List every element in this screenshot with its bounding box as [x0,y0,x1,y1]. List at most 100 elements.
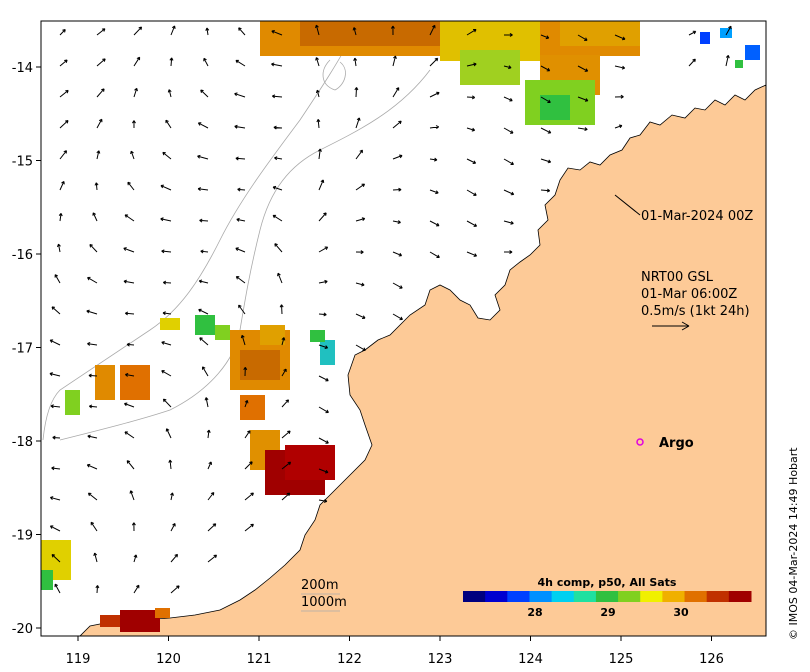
y-tick-label: -14 [12,61,33,76]
y-tick-label: -18 [12,435,33,450]
depth-label-200: 200m [301,578,338,593]
current-arrow-icon [204,397,209,408]
colorbar-segment [728,591,752,602]
current-arrow-icon [170,25,176,36]
current-arrow-icon [199,218,209,223]
x-tick-label: 120 [156,652,181,667]
info-line-product: NRT00 GSL [641,270,714,285]
current-arrow-icon [503,96,513,102]
current-arrow-icon [207,461,213,470]
current-arrow-icon [279,304,284,315]
current-arrow-icon [162,151,172,160]
current-arrow-icon [162,311,172,316]
current-arrow-icon [355,117,361,129]
colorbar-segment [463,591,486,602]
x-tick-label: 124 [518,652,543,667]
current-arrow-icon [316,119,321,129]
current-arrow-icon [169,57,174,67]
current-arrow-icon [235,59,246,67]
current-arrow-icon [133,87,138,98]
colorbar-tick-29: 29 [600,606,615,619]
current-arrow-icon [124,402,135,408]
colorbar-segment [618,591,641,602]
current-arrow-icon [503,127,514,134]
current-arrow-icon [503,158,514,166]
current-arrow-icon [244,461,253,470]
current-arrow-icon [725,54,730,67]
current-arrow-icon [167,89,172,98]
colorbar-title: 4h comp, p50, All Sats [538,576,677,589]
current-arrow-icon [392,313,403,321]
current-arrow-icon [235,156,246,161]
current-arrow-icon [318,179,325,191]
current-arrow-icon [165,119,172,129]
current-arrow-icon [429,220,440,227]
current-arrow-icon [133,26,143,36]
current-arrow-icon [96,58,106,67]
current-arrow-icon [318,437,329,444]
current-arrow-icon [59,89,69,98]
current-arrow-icon [318,344,329,350]
current-arrow-icon [354,87,359,98]
current-arrow-icon [355,282,365,287]
current-arrow-icon [503,32,513,37]
current-arrow-icon [197,154,209,160]
current-arrow-icon [281,492,291,501]
current-arrow-icon [429,157,438,162]
current-arrow-icon [49,372,61,377]
current-arrow-icon [123,279,135,284]
current-arrow-icon [89,243,98,253]
current-arrow-icon [466,251,478,257]
current-arrow-icon [96,28,106,36]
current-arrow-icon [392,87,400,98]
current-arrow-icon [318,212,327,222]
current-arrow-icon [429,57,439,67]
x-tick-label: 123 [428,652,453,667]
bathymetry-contours [42,29,431,441]
current-arrow-icon [271,62,283,67]
current-arrow-icon [238,27,246,36]
current-arrow-icon [281,461,292,470]
colorbar-segment [573,591,597,602]
current-arrow-icon [725,25,732,36]
current-arrow-icon [197,187,209,192]
argo-marker-icon [636,438,644,446]
current-arrow-icon [88,404,98,409]
current-arrow-icon [540,34,550,40]
current-arrow-icon [162,280,172,285]
current-arrow-icon [123,247,135,253]
current-arrow-icon [170,492,174,501]
current-arrow-icon [390,25,395,36]
current-arrow-icon [50,404,61,409]
current-arrow-icon [318,279,328,284]
current-arrow-icon [244,523,254,532]
current-arrow-icon [235,247,246,253]
current-arrow-icon [503,65,512,70]
current-arrow-icon [244,399,249,408]
current-arrow-icon [429,125,440,130]
current-arrow-icon [94,182,99,191]
current-arrow-icon [236,217,246,222]
current-arrow-icon [207,554,218,563]
scale-arrow-icon [652,321,690,331]
current-arrow-icon [170,553,179,563]
y-tick-label: -20 [12,622,33,637]
y-tick-label: -16 [12,248,33,263]
current-arrow-icon [466,158,477,165]
current-arrow-icon [87,341,98,346]
colorbar-tick-30: 30 [673,606,689,619]
current-arrow-icon [56,243,61,253]
current-arrow-icon [281,337,286,346]
current-arrow-icon [96,88,105,98]
current-arrow-icon [355,183,366,191]
y-tick-label: -19 [12,529,33,544]
current-arrow-icon [392,120,402,129]
current-arrow-icon [317,148,322,160]
colorbar-segment [485,591,508,602]
current-arrow-icon [466,220,478,227]
current-arrow-icon [130,150,135,160]
current-arrow-icon [51,466,61,471]
current-arrow-icon [503,189,515,196]
y-axis: -14 -15 -16 -17 -18 -19 -20 [12,61,41,637]
credit-text: © IMOS 04-Mar-2024 14:49 Hobart [787,447,800,640]
